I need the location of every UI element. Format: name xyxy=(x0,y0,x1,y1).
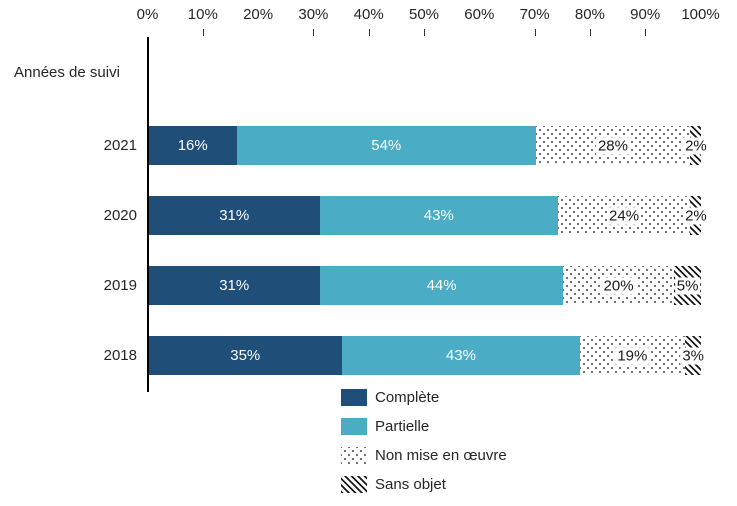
legend-item-compl-te: Complète xyxy=(341,383,507,412)
value-label: 16% xyxy=(177,137,208,154)
x-axis-tick-label: 80% xyxy=(574,6,605,23)
x-axis-tick-label: 30% xyxy=(298,6,329,23)
segment-non-mise-en-uvre-2021: 28% xyxy=(535,126,691,165)
value-label: 31% xyxy=(219,207,250,224)
x-axis-tick-label: 10% xyxy=(187,6,218,23)
value-label: 31% xyxy=(219,277,250,294)
bar-2019: 31% 44% 20% 5% xyxy=(148,266,702,305)
legend-swatch-compl-te xyxy=(341,389,367,406)
value-label: 28% xyxy=(595,137,630,154)
segment-sans-objet-2020: 2% xyxy=(683,196,709,235)
segment-partielle-2019: 44% xyxy=(319,266,564,305)
value-label: 19% xyxy=(615,347,650,364)
segment-non-mise-en-uvre-2018: 19% xyxy=(579,336,685,375)
value-label: 43% xyxy=(445,347,476,364)
category-label-2020: 2020 xyxy=(103,207,137,224)
segment-non-mise-en-uvre-2020: 24% xyxy=(557,196,691,235)
x-axis-tick-label: 40% xyxy=(353,6,384,23)
legend-swatch-partielle xyxy=(341,418,367,435)
legend-item-sans-objet: Sans objet xyxy=(341,470,507,499)
x-axis-tick-label: 50% xyxy=(408,6,440,23)
value-label: 3% xyxy=(680,347,707,364)
legend-label: Partielle xyxy=(375,418,430,435)
x-axis-tick-label: 0% xyxy=(136,6,159,23)
value-label: 2% xyxy=(683,207,709,224)
segment-compl-te-2021: 16% xyxy=(148,126,237,165)
category-label-2018: 2018 xyxy=(103,347,137,364)
x-axis-tick xyxy=(368,29,370,36)
value-label: 5% xyxy=(674,277,701,294)
x-axis-labels: 0% 10% 20% 30% 40% 50% 60% 70% 80% 90% 100% xyxy=(137,6,720,24)
x-axis-tick xyxy=(313,29,315,36)
x-axis-tick xyxy=(534,29,536,36)
legend-label: Complète xyxy=(375,389,440,406)
x-axis-tick xyxy=(202,29,204,36)
legend-swatch-sans-objet xyxy=(341,476,367,493)
x-axis-tick-label: 20% xyxy=(243,6,274,23)
category-label-2021: 2021 xyxy=(103,137,137,154)
segment-sans-objet-2018: 3% xyxy=(680,336,707,375)
bar-2021: 16% 54% 28% 2% xyxy=(148,126,709,165)
segment-partielle-2018: 43% xyxy=(342,336,580,375)
value-label: 2% xyxy=(683,137,709,154)
category-label-2019: 2019 xyxy=(103,277,137,294)
value-label: 20% xyxy=(601,277,636,294)
axis-title: Années de suivi xyxy=(14,64,120,81)
segment-compl-te-2018: 35% xyxy=(148,336,343,375)
legend-label: Sans objet xyxy=(375,476,446,493)
x-axis-tick-label: 70% xyxy=(519,6,550,23)
segment-sans-objet-2021: 2% xyxy=(683,126,709,165)
x-axis-tick xyxy=(645,29,647,36)
x-axis-tick-label: 60% xyxy=(464,6,495,23)
value-label: 24% xyxy=(607,207,642,224)
bar-2018: 35% 43% 19% 3% xyxy=(148,336,707,375)
legend-item-partielle: Partielle xyxy=(341,412,507,441)
value-label: 44% xyxy=(426,277,457,294)
legend-item-non-mise-en-uvre: Non mise en œuvre xyxy=(341,441,507,470)
segment-partielle-2021: 54% xyxy=(236,126,536,165)
legend-label: Non mise en œuvre xyxy=(375,447,507,464)
bar-2020: 31% 43% 24% 2% xyxy=(148,196,709,235)
value-label: 35% xyxy=(230,347,261,364)
value-label: 54% xyxy=(371,137,402,154)
segment-compl-te-2019: 31% xyxy=(148,266,320,305)
x-axis-tick xyxy=(424,29,425,36)
segment-non-mise-en-uvre-2019: 20% xyxy=(563,266,674,305)
legend-swatch-non-mise-en-uvre xyxy=(341,447,367,464)
segment-compl-te-2020: 31% xyxy=(148,196,320,235)
x-axis-tick-label: 100% xyxy=(681,6,720,23)
legend: Complète Partielle Non mise en œuvre Sans o… xyxy=(341,383,507,499)
x-axis-tick xyxy=(589,29,591,36)
value-label: 43% xyxy=(423,207,454,224)
y-axis-line xyxy=(147,37,149,392)
segment-partielle-2020: 43% xyxy=(319,196,558,235)
x-axis-tick-label: 90% xyxy=(630,6,661,23)
segment-sans-objet-2019: 5% xyxy=(673,266,702,305)
